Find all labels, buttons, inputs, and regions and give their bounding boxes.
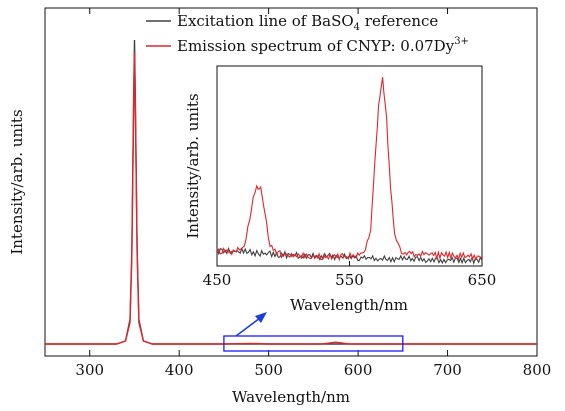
main-x-tick-label-400: 400 xyxy=(165,361,194,379)
inset-plot-frame xyxy=(216,65,483,267)
legend-excitation-name: Excitation line of BaSO xyxy=(177,12,354,30)
main-x-tick-label-800: 800 xyxy=(523,361,552,379)
main-x-axis-title: Wavelength/nm xyxy=(232,388,350,406)
inset-x-tick-label-650: 650 xyxy=(468,271,497,289)
legend: Excitation line of BaSO4 reference Emiss… xyxy=(146,12,469,55)
inset-y-axis-title: Intensity/arb. units xyxy=(184,93,202,238)
highlight-region-box xyxy=(223,335,404,352)
inset-x-axis-ticks: 450 550 650 xyxy=(203,261,497,289)
main-x-tick-label-600: 600 xyxy=(344,361,373,379)
zoom-arrow xyxy=(235,312,267,337)
zoom-arrow-head xyxy=(255,312,267,323)
legend-label-emission: Emission spectrum of CNYP: 0.07Dy3+ xyxy=(177,36,469,55)
inset-series-group xyxy=(216,77,483,266)
inset-x-axis-title: Wavelength/nm xyxy=(290,296,408,314)
main-x-tick-label-500: 500 xyxy=(254,361,283,379)
main-series-group xyxy=(45,39,537,345)
main-series-line-emission xyxy=(45,52,537,345)
legend-emission-name: Emission spectrum of CNYP: 0.07Dy xyxy=(177,37,455,55)
zoom-arrow-shaft xyxy=(235,317,261,337)
main-x-tick-label-300: 300 xyxy=(75,361,104,379)
inset-x-tick-label-550: 550 xyxy=(335,271,364,289)
legend-label-excitation: Excitation line of BaSO4 reference xyxy=(177,12,438,33)
inset-series-line-emission xyxy=(216,77,483,262)
main-x-tick-label-700: 700 xyxy=(433,361,462,379)
inset-x-tick-label-450: 450 xyxy=(203,271,232,289)
main-y-axis-title: Intensity/arb. units xyxy=(8,109,26,254)
main-plot-frame xyxy=(44,7,538,357)
main-x-axis-ticks: 300 400 500 600 700 800 xyxy=(75,8,551,379)
legend-excitation-subscript: 4 xyxy=(354,22,360,33)
legend-emission-superscript: 3+ xyxy=(454,36,469,47)
legend-excitation-suffix: reference xyxy=(360,12,438,30)
